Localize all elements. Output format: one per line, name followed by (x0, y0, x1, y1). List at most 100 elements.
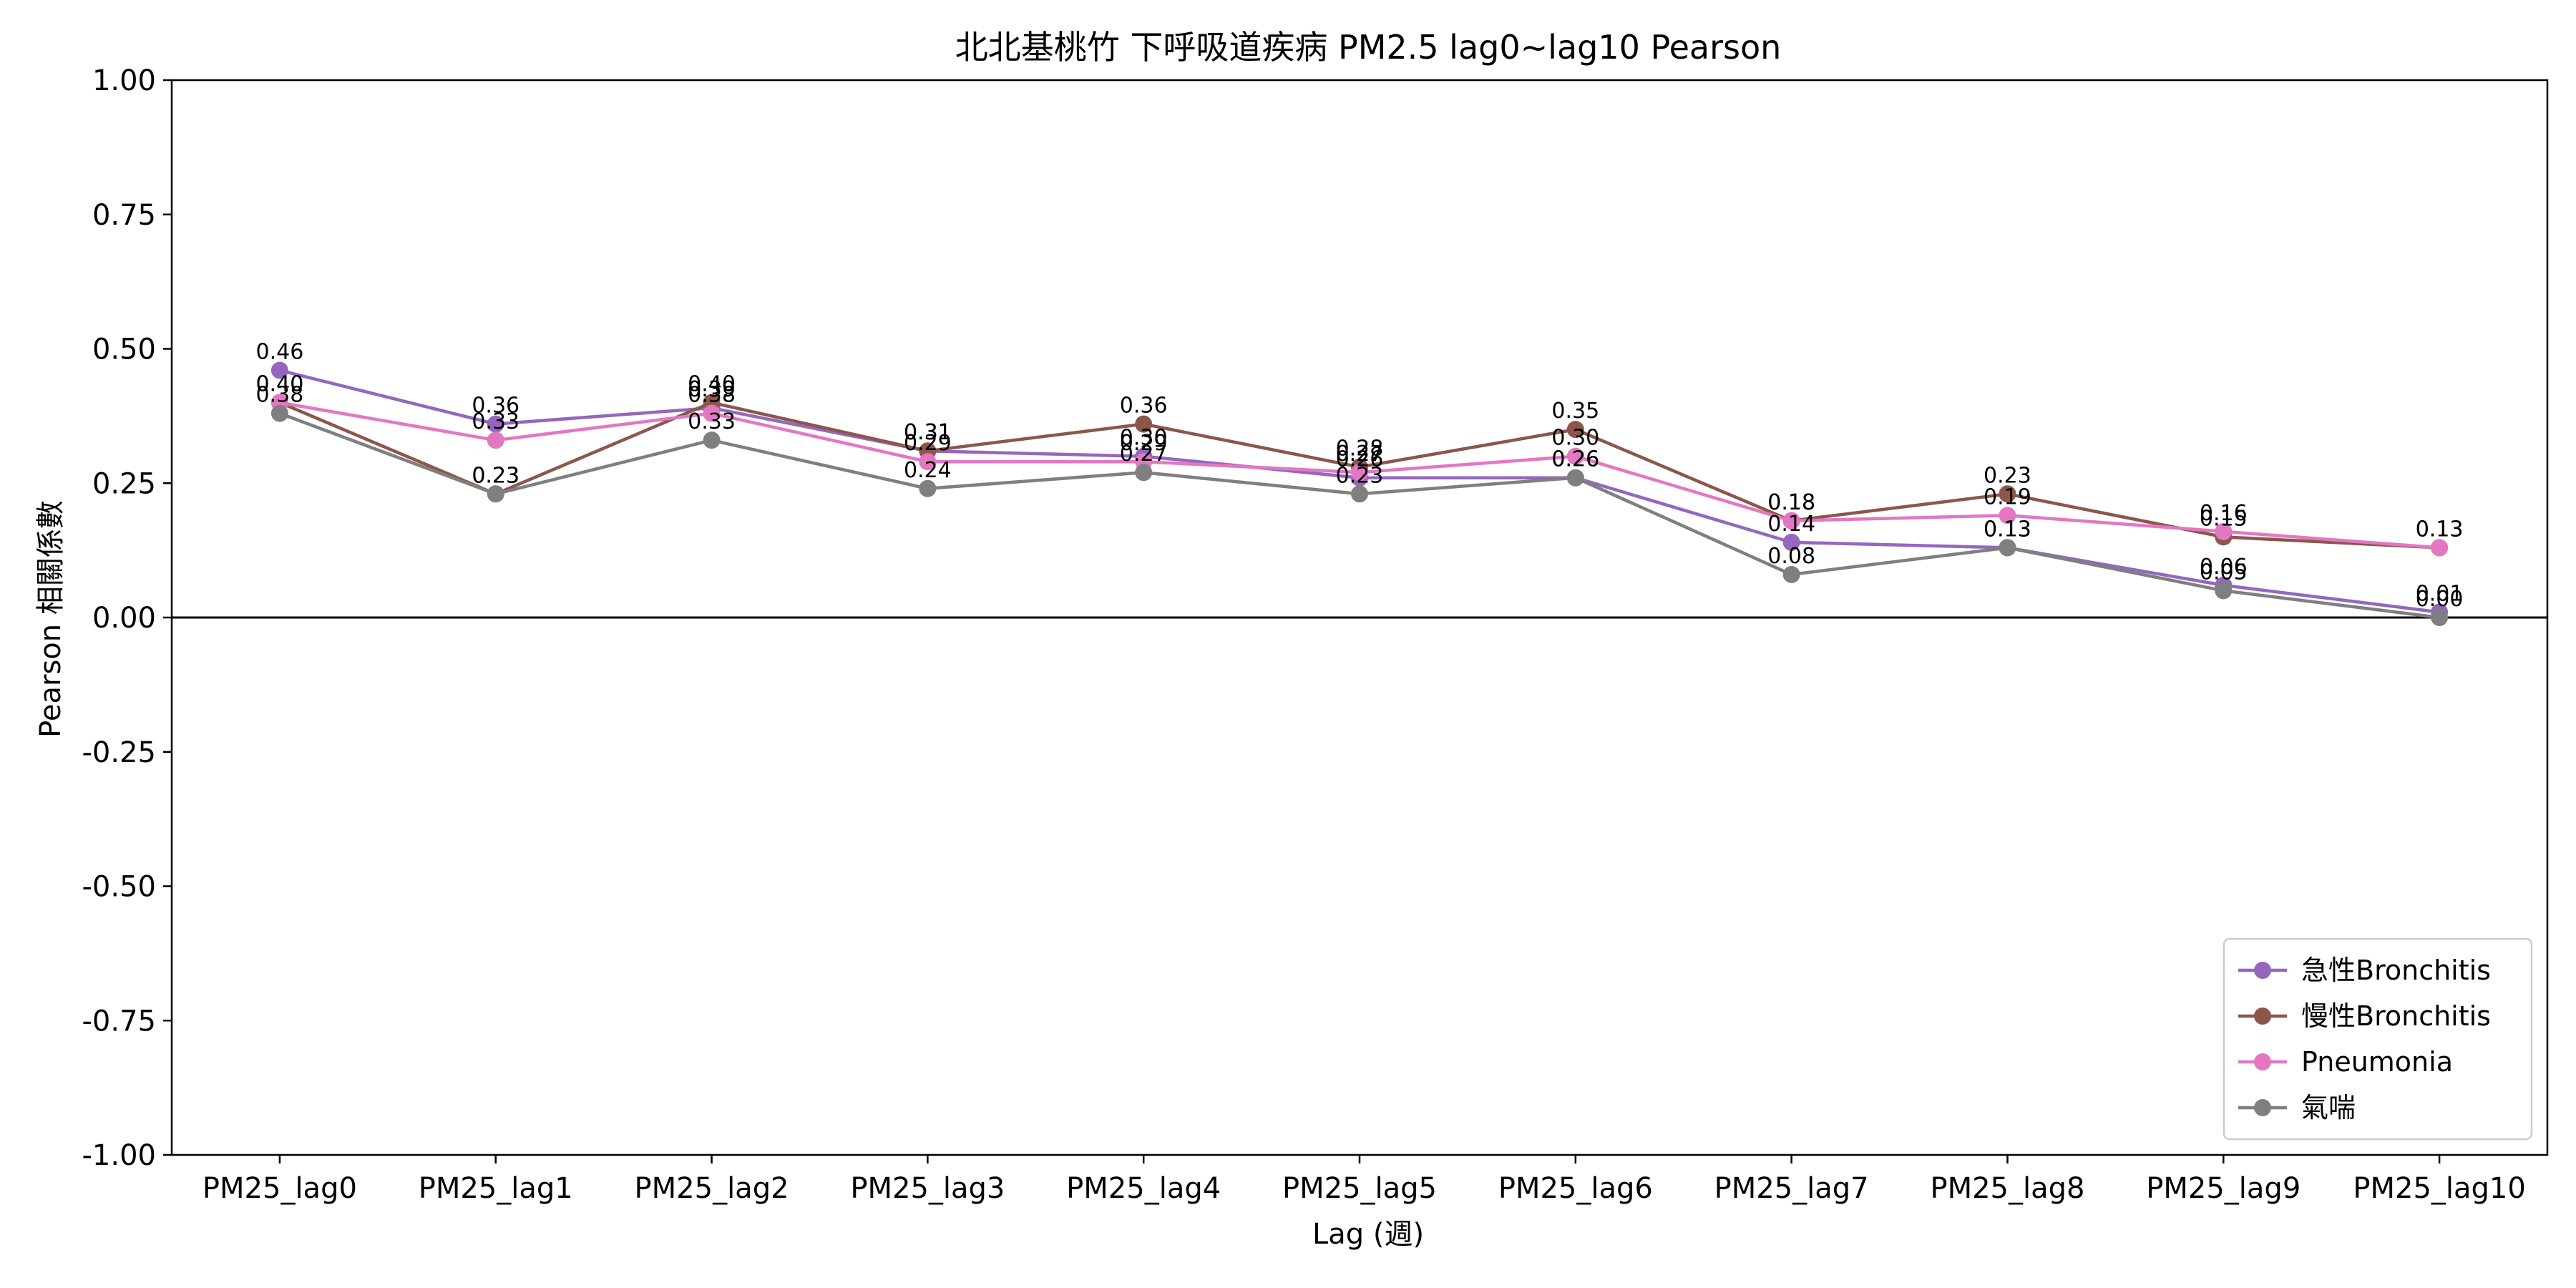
x-tick-label: PM25_lag7 (1714, 1172, 1869, 1205)
data-point (2215, 582, 2233, 600)
data-label: 0.40 (256, 372, 304, 397)
data-label: 0.14 (1767, 512, 1815, 537)
data-label: 0.36 (1120, 394, 1168, 419)
x-tick-label: PM25_lag9 (2146, 1172, 2301, 1205)
data-point (1566, 469, 1584, 487)
data-labels-layer: 0.460.360.390.31 0.300.26 0.260.14 0.130.06… (256, 340, 2464, 612)
data-label: 0.13 (2416, 517, 2464, 542)
data-point (703, 404, 721, 422)
data-label: 0.16 (2200, 501, 2248, 526)
data-point (1135, 415, 1153, 433)
y-axis-label: Pearson 相關係數 (34, 500, 67, 738)
data-label: 0.26 (1336, 447, 1384, 472)
data-label: 0.27 (1336, 441, 1384, 467)
legend-swatch-marker (2254, 1099, 2271, 1116)
data-point (919, 453, 937, 471)
data-label: 0.13 (1984, 517, 2031, 542)
data-label: 0.29 (1120, 431, 1168, 456)
data-label: 0.15 (2200, 506, 2248, 531)
x-tick-label: PM25_lag6 (1498, 1172, 1653, 1205)
legend-swatch-marker (2254, 1008, 2271, 1025)
data-label: 0.23 (472, 463, 519, 488)
y-tick-label: -1.00 (82, 1139, 157, 1172)
data-point (1999, 507, 2016, 525)
x-tick-label: PM25_lag3 (850, 1172, 1005, 1205)
y-tick-label: -0.50 (82, 871, 157, 904)
data-label: 0.13 (2416, 517, 2464, 542)
data-point (270, 361, 288, 379)
legend-swatch-marker (2254, 1053, 2271, 1070)
data-label: 0.19 (1984, 484, 2031, 509)
data-point (1999, 485, 2016, 503)
y-tick-label: 1.00 (92, 64, 156, 97)
x-tick-label: PM25_lag0 (203, 1172, 357, 1205)
data-label: 0.23 (1336, 463, 1384, 488)
data-label: 0.24 (904, 458, 952, 483)
data-point (487, 415, 504, 433)
data-point (2431, 609, 2449, 626)
data-point (2431, 539, 2449, 557)
y-tick-label: -0.75 (82, 1005, 157, 1038)
data-label: 0.23 (472, 463, 519, 488)
data-point (919, 479, 937, 497)
data-label: 0.13 (1984, 517, 2031, 542)
data-label: 0.38 (256, 383, 304, 408)
data-label: 0.33 (688, 409, 736, 434)
data-point (487, 431, 504, 449)
data-point (1351, 464, 1368, 482)
data-label: 0.33 (472, 409, 519, 434)
data-label: 0.29 (904, 431, 952, 456)
data-label: 0.18 (1767, 490, 1815, 515)
x-tick-label: PM25_lag4 (1066, 1172, 1221, 1205)
data-label: 0.30 (1551, 426, 1599, 451)
y-tick-label: 0.25 (92, 467, 156, 500)
data-label: 0.08 (1767, 544, 1815, 569)
data-label: 0.31 (904, 420, 952, 445)
data-label: 0.23 (1984, 463, 2031, 488)
data-label: 0.01 (2416, 581, 2464, 606)
x-tick-label: PM25_lag10 (2353, 1172, 2525, 1205)
data-label: 0.39 (688, 377, 736, 402)
x-tick-label: PM25_lag8 (1930, 1172, 2084, 1205)
y-tick-label: -0.25 (82, 736, 157, 769)
y-tick-label: 0.50 (92, 333, 156, 366)
data-point (2215, 522, 2233, 540)
legend-entry: 慢性Bronchitis (2301, 1000, 2491, 1032)
data-label: 0.40 (256, 372, 304, 397)
data-point (1566, 421, 1584, 439)
y-tick-label: 0.75 (92, 199, 156, 232)
data-label: 0.26 (1551, 447, 1599, 472)
data-label: 0.27 (1120, 441, 1168, 467)
legend-entry: 氣喘 (2301, 1092, 2356, 1123)
legend-box (2223, 937, 2533, 1141)
x-tick-label: PM25_lag5 (1282, 1172, 1437, 1205)
data-label: 0.40 (688, 372, 736, 397)
x-tick-label: PM25_lag1 (419, 1172, 573, 1205)
data-label: 0.05 (2200, 560, 2248, 585)
data-point (1135, 464, 1153, 482)
data-label: 0.28 (1336, 436, 1384, 462)
chart-title: 北北基桃竹 下呼吸道疾病 PM2.5 lag0~lag10 Pearson (955, 28, 1782, 67)
data-point (1782, 512, 1800, 530)
data-point (1782, 565, 1800, 583)
data-point (1782, 533, 1800, 551)
series-layer (270, 361, 2449, 626)
x-tick-label: PM25_lag2 (635, 1172, 789, 1205)
data-label: 0.46 (256, 340, 304, 365)
data-point (1999, 539, 2016, 557)
data-label: 0.38 (688, 383, 736, 408)
legend-entry: Pneumonia (2301, 1046, 2453, 1078)
data-label: 0.26 (1551, 447, 1599, 472)
legend-entry: 急性Bronchitis (2301, 955, 2491, 986)
data-label: 0.00 (2416, 587, 2464, 612)
legend-swatch-marker (2254, 962, 2271, 979)
data-label: 0.06 (2200, 555, 2248, 580)
y-tick-label: 0.00 (92, 602, 156, 635)
data-label: 0.31 (904, 420, 952, 445)
data-point (487, 485, 504, 503)
axes-layer: -1.00 -0.75 -0.50 -0.25 0.00 0.25 0.50 0.75 1.00… (82, 64, 2549, 1205)
data-label: 0.30 (1120, 426, 1168, 451)
data-point (270, 404, 288, 422)
